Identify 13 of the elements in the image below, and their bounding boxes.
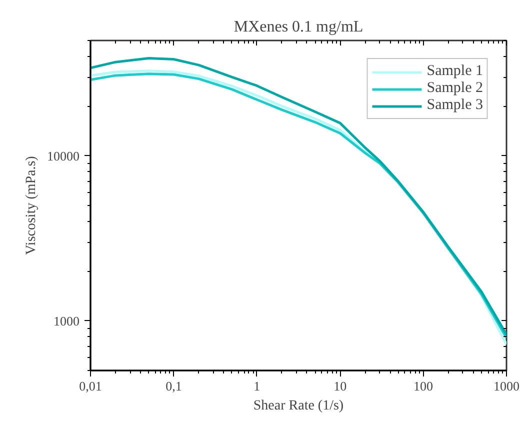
x-tick-label: 0,01 <box>79 378 102 394</box>
x-tick-label: 10 <box>334 378 347 394</box>
x-tick-label: 1 <box>254 378 260 394</box>
chart-title: MXenes 0.1 mg/mL <box>234 18 364 36</box>
x-axis-title: Shear Rate (1/s) <box>253 398 344 414</box>
y-tick-label: 10000 <box>47 148 80 164</box>
y-axis-title: Viscosity (mPa.s) <box>24 156 39 255</box>
legend-label: Sample 1 <box>426 63 483 80</box>
legend-label: Sample 3 <box>426 97 483 114</box>
legend-label: Sample 2 <box>426 80 483 97</box>
x-tick-label: 0,1 <box>166 378 182 394</box>
x-tick-label: 1000 <box>494 378 520 394</box>
x-tick-label: 100 <box>414 378 434 394</box>
